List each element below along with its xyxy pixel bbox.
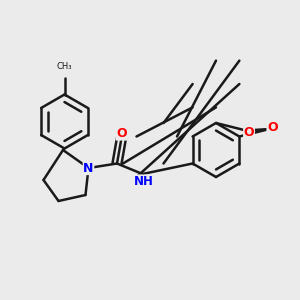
Text: CH₃: CH₃ (57, 62, 72, 71)
Text: O: O (244, 125, 254, 139)
Text: O: O (116, 127, 127, 140)
Text: N: N (83, 161, 94, 175)
Text: O: O (267, 121, 278, 134)
Text: NH: NH (134, 175, 154, 188)
